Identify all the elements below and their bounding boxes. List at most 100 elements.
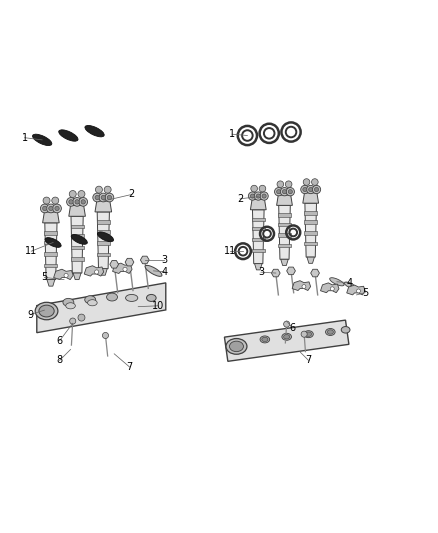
Bar [252,227,265,230]
Polygon shape [303,193,318,203]
Circle shape [73,198,81,206]
Text: 3: 3 [258,267,264,277]
Circle shape [104,186,111,193]
Polygon shape [71,216,83,273]
Ellipse shape [85,125,104,137]
Polygon shape [272,269,280,277]
Bar [278,223,291,226]
Circle shape [75,200,79,204]
Circle shape [277,190,281,194]
Circle shape [101,195,106,200]
Bar [97,241,110,245]
Ellipse shape [305,332,311,336]
Ellipse shape [63,298,74,306]
Polygon shape [95,201,112,212]
Circle shape [285,181,292,188]
Circle shape [123,267,127,271]
Text: 11: 11 [25,246,37,256]
Circle shape [107,195,112,200]
Circle shape [105,193,114,202]
Circle shape [42,206,47,211]
Text: 6: 6 [57,336,63,346]
Bar [252,218,265,221]
Text: 5: 5 [41,272,47,282]
Bar [44,231,57,235]
Text: 1: 1 [21,133,28,143]
Polygon shape [125,259,134,266]
Ellipse shape [35,302,58,320]
Bar [252,248,265,252]
Circle shape [81,200,85,204]
Polygon shape [277,195,293,205]
Circle shape [283,190,286,194]
Circle shape [277,181,284,188]
Polygon shape [347,285,365,295]
Polygon shape [110,261,119,268]
Circle shape [251,185,258,192]
Circle shape [46,204,55,213]
Bar [304,211,317,215]
Bar [252,238,265,241]
Ellipse shape [260,336,270,343]
Ellipse shape [145,265,162,276]
Circle shape [288,190,293,194]
Circle shape [52,197,59,204]
Circle shape [357,289,360,293]
Circle shape [314,188,318,191]
Bar [71,235,84,238]
Ellipse shape [230,341,244,352]
Polygon shape [321,283,339,293]
Ellipse shape [330,278,344,286]
Bar [278,244,291,247]
Circle shape [95,195,99,200]
Circle shape [262,194,266,198]
Polygon shape [254,264,262,270]
Circle shape [309,188,313,191]
Polygon shape [141,256,149,264]
Circle shape [301,185,309,193]
Bar [304,231,317,235]
Circle shape [95,270,99,274]
Text: 10: 10 [152,301,164,311]
Circle shape [43,197,50,204]
Bar [97,253,110,256]
Circle shape [259,185,266,192]
Circle shape [99,193,108,202]
Circle shape [64,273,68,278]
Ellipse shape [344,282,356,288]
Ellipse shape [106,293,117,301]
Polygon shape [251,199,266,210]
Bar [278,233,291,237]
Polygon shape [252,210,264,264]
Circle shape [79,198,88,206]
Polygon shape [69,205,85,216]
Polygon shape [281,259,288,265]
Bar [71,246,84,249]
Ellipse shape [147,294,156,302]
Circle shape [78,314,85,321]
Circle shape [251,194,254,198]
Polygon shape [292,281,311,290]
Bar [278,213,291,217]
Circle shape [301,331,307,337]
Circle shape [311,179,318,185]
Bar [44,264,57,267]
Text: 4: 4 [161,266,167,277]
Circle shape [260,192,268,200]
Text: 4: 4 [347,278,353,288]
Polygon shape [287,267,295,274]
Polygon shape [99,269,107,275]
Polygon shape [42,212,59,223]
Polygon shape [53,269,73,280]
Polygon shape [45,223,57,280]
Circle shape [102,333,109,338]
Circle shape [67,198,75,206]
Ellipse shape [45,238,61,247]
Circle shape [284,321,290,327]
Ellipse shape [304,330,313,338]
Text: 6: 6 [289,322,295,333]
Circle shape [49,206,53,211]
Bar [44,252,57,256]
Circle shape [256,194,260,198]
Text: 9: 9 [27,310,33,319]
